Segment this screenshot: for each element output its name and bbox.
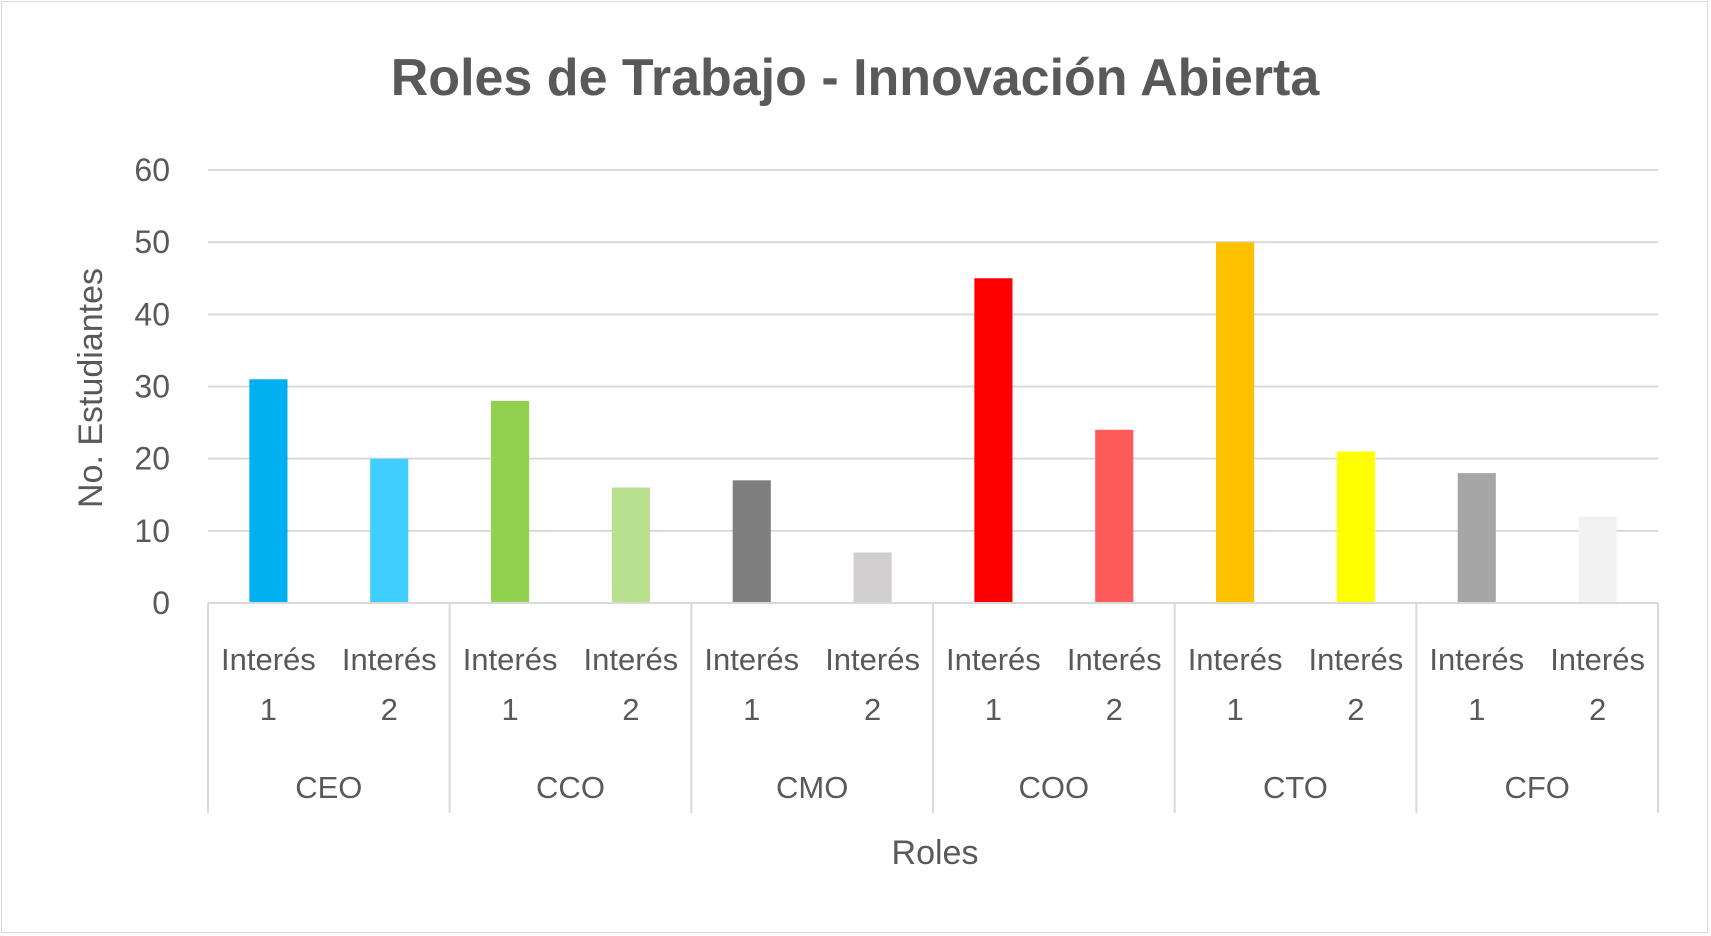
group-label-cto: CTO	[1263, 770, 1328, 805]
x-axis: Interés 1 Interés 2 CEO Interés 1 Interés 2 CCO In…	[207, 602, 1659, 813]
x-tick-label: 1	[501, 692, 518, 727]
x-tick-label: 2	[1589, 692, 1606, 727]
x-tick-label: 1	[260, 692, 277, 727]
x-tick-label: Interés	[1067, 642, 1162, 677]
bar-coo-interes-1	[974, 278, 1013, 603]
bar-ceo-interes-2	[370, 458, 409, 603]
x-tick-label: 1	[1468, 692, 1485, 727]
y-tick-label: 10	[134, 513, 170, 549]
group-label-ceo: CEO	[295, 770, 362, 805]
x-tick-label: Interés	[342, 642, 437, 677]
x-tick-label: Interés	[463, 642, 558, 677]
chart-title: Roles de Trabajo - Innovación Abierta	[391, 49, 1321, 107]
y-tick-label: 50	[134, 224, 170, 260]
y-tick-label: 0	[152, 585, 170, 621]
x-tick-label: Interés	[1429, 642, 1524, 677]
x-tick-label: Interés	[1188, 642, 1283, 677]
bar-ceo-interes-1	[249, 379, 288, 603]
x-axis-title: Roles	[892, 834, 979, 872]
x-tick-label: 2	[1347, 692, 1364, 727]
bar-cfo-interes-2	[1578, 516, 1617, 603]
bar-cco-interes-2	[611, 487, 650, 603]
x-tick-label: 2	[1106, 692, 1123, 727]
group-label-cmo: CMO	[776, 770, 848, 805]
y-tick-label: 30	[134, 369, 170, 405]
bar-coo-interes-2	[1095, 429, 1134, 603]
y-tick-label: 60	[134, 152, 170, 188]
bar-cmo-interes-2	[853, 552, 892, 603]
x-tick-label: 2	[622, 692, 639, 727]
x-tick-label: 1	[743, 692, 760, 727]
y-axis-ticks: 0 10 20 30 40 50 60	[134, 152, 170, 621]
bars	[249, 242, 1617, 603]
x-tick-label: Interés	[946, 642, 1041, 677]
bar-cto-interes-2	[1336, 451, 1375, 603]
y-tick-label: 40	[134, 296, 170, 332]
x-tick-label: 1	[1226, 692, 1243, 727]
x-tick-label: 1	[985, 692, 1002, 727]
x-tick-label: Interés	[1309, 642, 1404, 677]
bar-cco-interes-1	[491, 400, 530, 603]
x-tick-label: Interés	[221, 642, 316, 677]
bar-cto-interes-1	[1216, 242, 1255, 603]
x-tick-label: Interés	[1550, 642, 1645, 677]
y-axis-title: No. Estudiantes	[72, 268, 110, 508]
x-tick-label: Interés	[825, 642, 920, 677]
group-label-cfo: CFO	[1504, 770, 1569, 805]
x-tick-label: Interés	[584, 642, 679, 677]
y-tick-label: 20	[134, 441, 170, 477]
group-label-coo: COO	[1019, 770, 1090, 805]
x-tick-label: 2	[864, 692, 881, 727]
gridlines	[208, 169, 1658, 532]
group-label-cco: CCO	[536, 770, 605, 805]
x-tick-label: 2	[381, 692, 398, 727]
bar-cfo-interes-1	[1457, 473, 1496, 603]
bar-cmo-interes-1	[732, 480, 771, 603]
x-tick-label: Interés	[704, 642, 799, 677]
